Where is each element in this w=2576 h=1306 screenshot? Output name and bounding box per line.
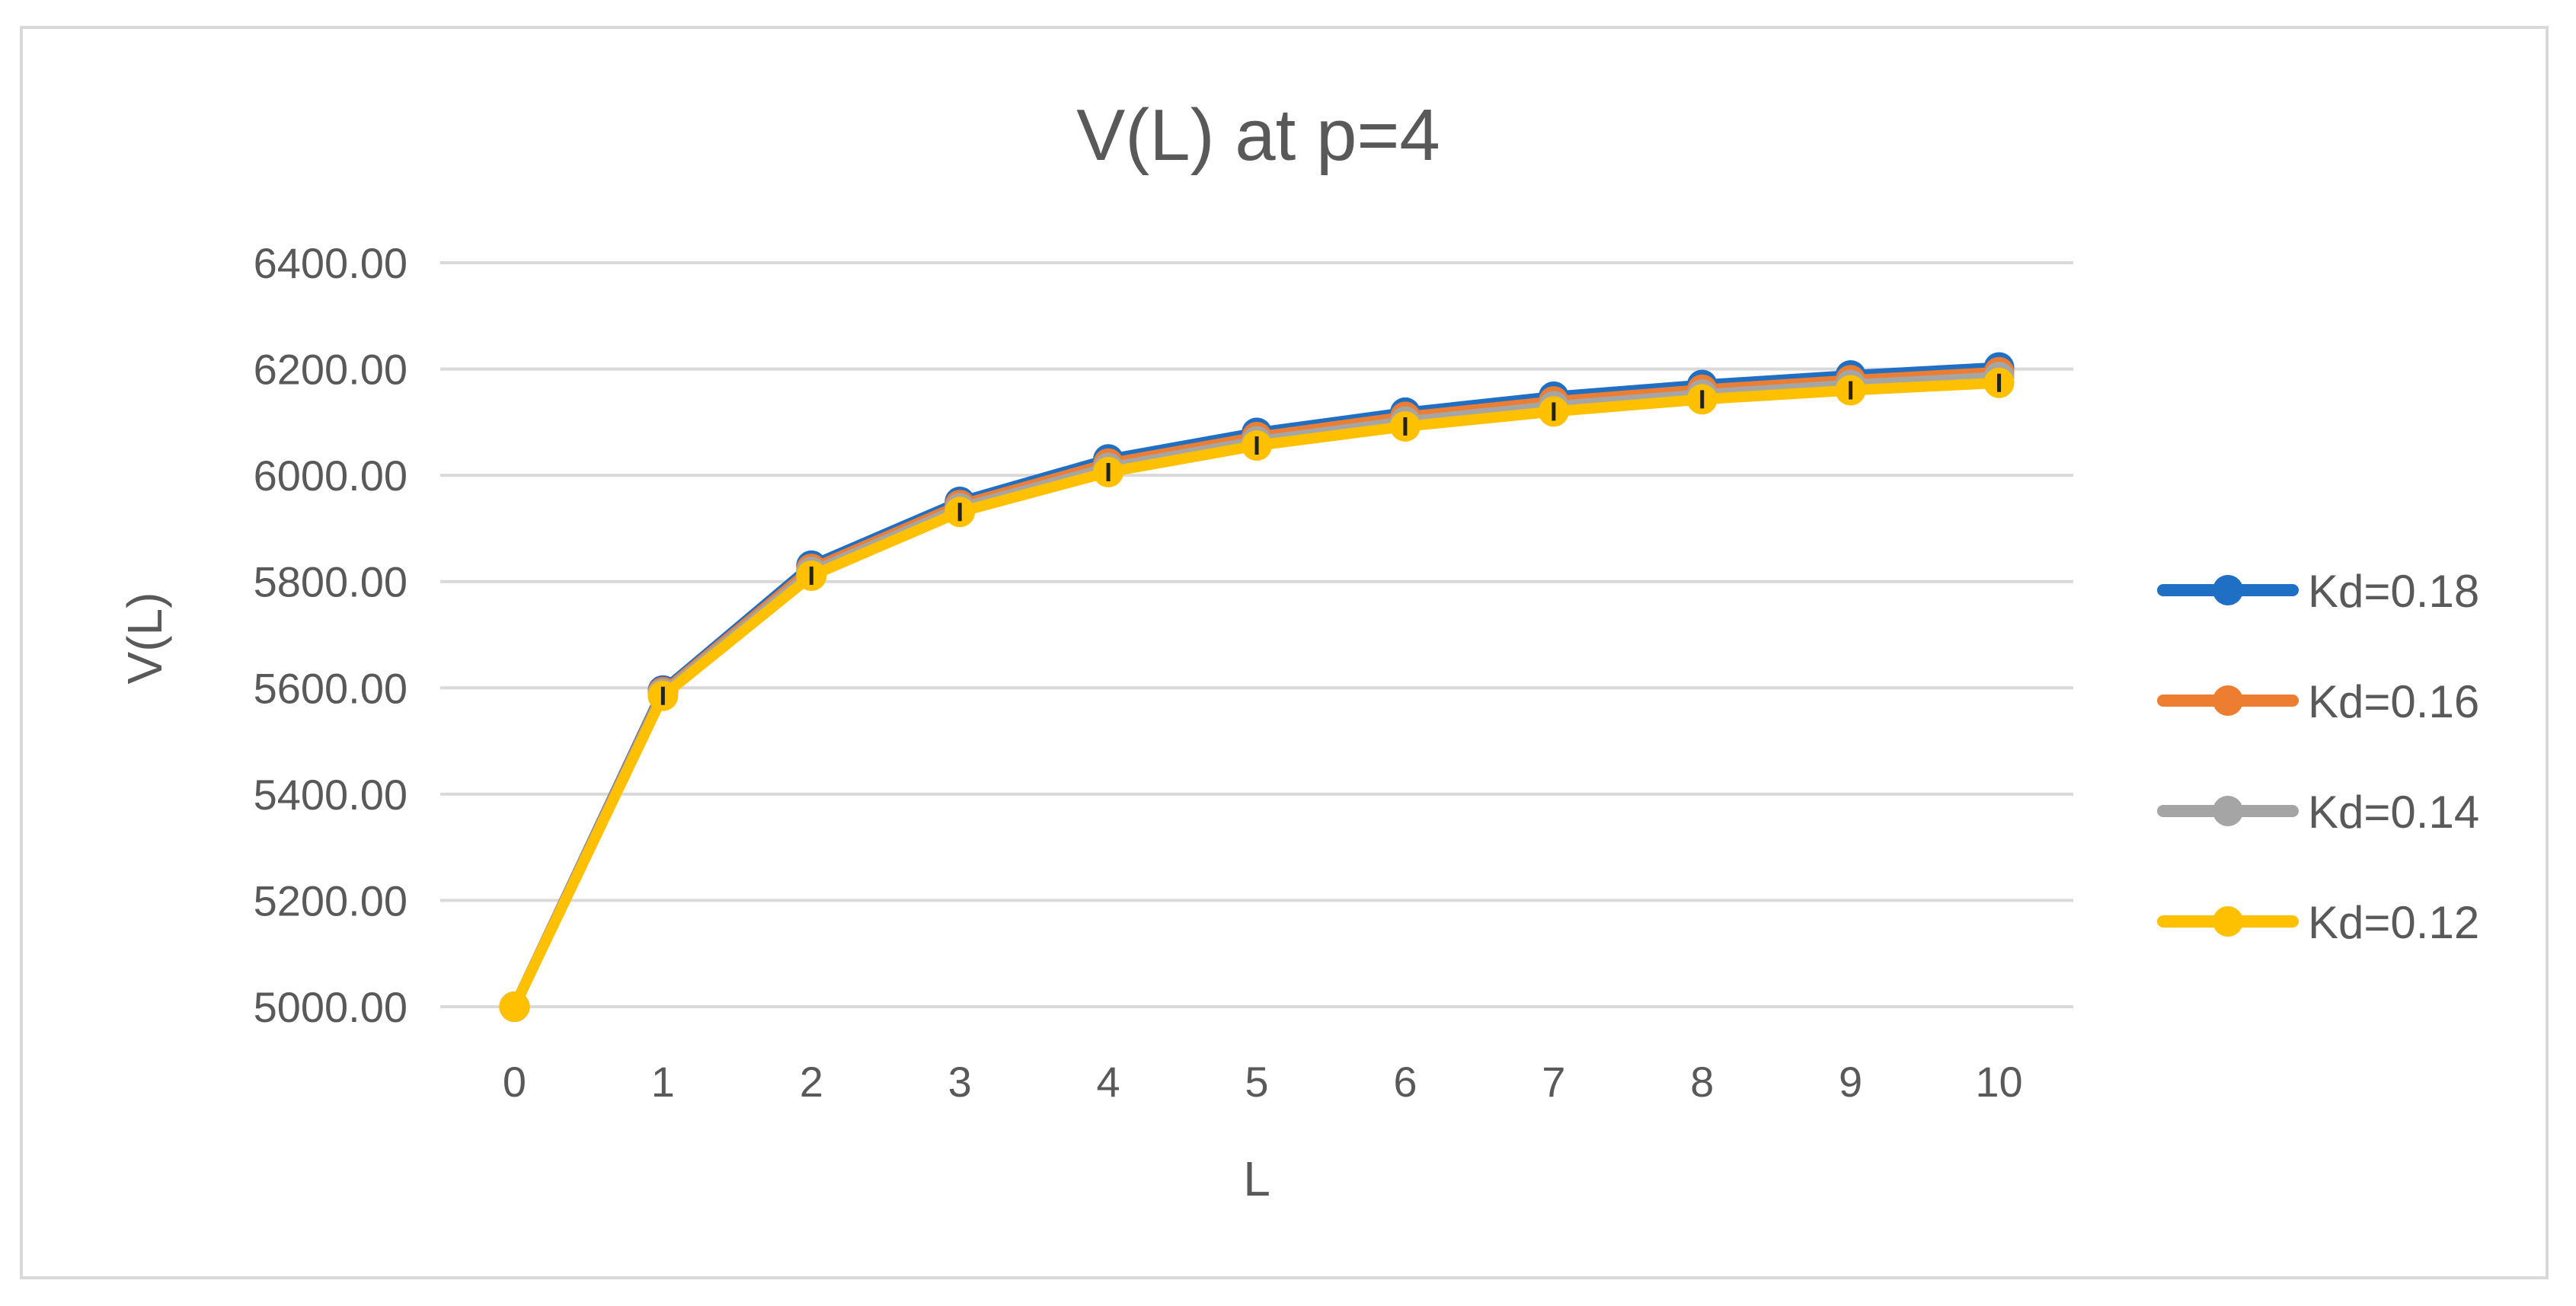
legend-swatch-marker	[2213, 906, 2243, 937]
x-tick-label: 3	[948, 1058, 972, 1106]
x-axis-label: L	[1243, 1151, 1270, 1206]
x-tick-label: 4	[1097, 1058, 1120, 1106]
x-tick-label: 2	[800, 1058, 823, 1106]
x-tick-label: 6	[1393, 1058, 1417, 1106]
series-line	[510, 366, 1999, 1009]
y-tick-label: 5600.00	[254, 664, 407, 712]
chart-frame	[20, 26, 2549, 1279]
gridlines	[440, 261, 2073, 1008]
legend-label: Kd=0.14	[2308, 787, 2479, 838]
legend-swatch-marker	[2213, 685, 2243, 716]
error-bars	[660, 373, 2002, 705]
legend-label: Kd=0.18	[2308, 566, 2479, 617]
y-tick-label: 5000.00	[254, 983, 407, 1031]
y-tick-labels: 5000.00 5200.00 5400.00 5600.00 5800.00 6000.…	[254, 239, 407, 1031]
series-lines	[499, 352, 2015, 1022]
x-tick-label: 0	[503, 1058, 526, 1106]
series-Kd=0.14	[499, 362, 2015, 1022]
legend-item: Kd=0.12	[2157, 897, 2479, 948]
x-tick-labels: 0 1 2 3 4 5 6 7 8 9 10	[503, 1058, 2023, 1106]
legend-item: Kd=0.14	[2157, 787, 2479, 838]
y-tick-label: 5200.00	[254, 877, 407, 924]
series-line	[510, 372, 1999, 1009]
chart-title: V(L) at p=4	[1076, 94, 1440, 176]
series-Kd=0.12	[499, 367, 2015, 1022]
x-tick-label: 9	[1839, 1058, 1862, 1106]
y-tick-label: 6200.00	[254, 346, 407, 394]
x-tick-label: 5	[1245, 1058, 1268, 1106]
legend-swatch-marker	[2213, 796, 2243, 826]
y-axis-label: V(L)	[117, 592, 172, 685]
y-tick-label: 6000.00	[254, 452, 407, 500]
x-tick-label: 10	[1975, 1058, 2022, 1106]
legend-item: Kd=0.18	[2157, 566, 2479, 617]
y-tick-label: 5800.00	[254, 558, 407, 606]
legend: Kd=0.18 Kd=0.16 Kd=0.14 Kd=0.12	[2157, 566, 2479, 948]
y-tick-label: 6400.00	[254, 239, 407, 287]
y-tick-label: 5400.00	[254, 771, 407, 819]
data-point	[499, 991, 530, 1022]
x-tick-label: 8	[1690, 1058, 1714, 1106]
legend-item: Kd=0.16	[2157, 676, 2479, 727]
legend-swatch-marker	[2213, 575, 2243, 605]
x-tick-label: 7	[1542, 1058, 1565, 1106]
legend-label: Kd=0.12	[2308, 897, 2479, 948]
legend-label: Kd=0.16	[2308, 676, 2479, 727]
x-tick-label: 1	[651, 1058, 675, 1106]
